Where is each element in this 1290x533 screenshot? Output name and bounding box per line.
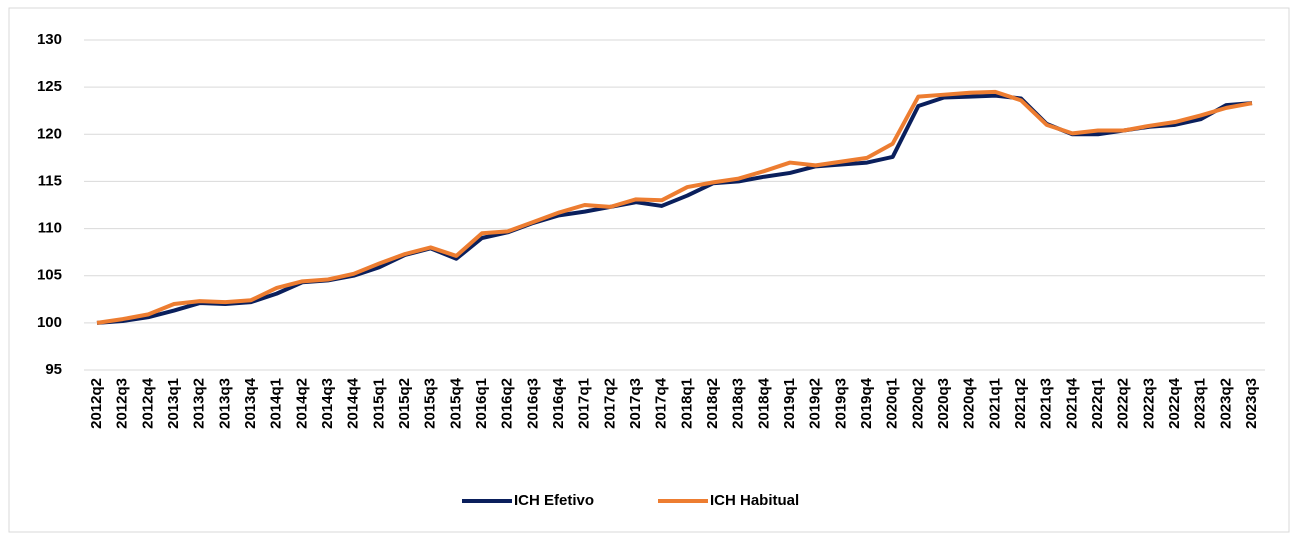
y-tick-label: 125 [37, 78, 62, 95]
x-tick-label: 2015q2 [396, 378, 413, 429]
x-tick-label: 2014q3 [319, 378, 336, 429]
x-tick-label: 2014q1 [268, 378, 285, 429]
x-tick-label: 2022q4 [1166, 377, 1183, 429]
y-tick-label: 100 [37, 314, 62, 331]
x-tick-label: 2015q4 [447, 377, 464, 429]
line-series [96, 89, 1253, 325]
x-tick-label: 2016q2 [499, 378, 516, 429]
y-tick-label: 110 [38, 220, 62, 237]
x-tick-label: 2022q2 [1115, 378, 1132, 429]
x-tick-label: 2013q4 [242, 377, 259, 429]
x-tick-label: 2017q4 [653, 377, 670, 429]
chart-frame [8, 7, 1290, 533]
x-tick-label: 2023q1 [1192, 378, 1209, 429]
x-tick-label: 2019q3 [832, 378, 849, 429]
x-tick-label: 2016q1 [473, 378, 490, 429]
x-tick-label: 2023q2 [1217, 378, 1234, 429]
x-tick-label: 2017q3 [627, 378, 644, 429]
x-tick-label: 2020q3 [935, 378, 952, 429]
x-tick-label: 2018q4 [755, 377, 772, 429]
x-tick-label: 2022q3 [1140, 378, 1157, 429]
legend-label: ICH Habitual [710, 492, 799, 509]
x-tick-label: 2018q3 [730, 378, 747, 429]
x-tick-label: 2019q2 [807, 378, 824, 429]
x-tick-label: 2020q1 [884, 378, 901, 429]
y-tick-label: 120 [37, 125, 62, 142]
x-tick-label: 2017q1 [576, 378, 593, 429]
x-tick-label: 2021q3 [1038, 378, 1055, 429]
y-tick-label: 95 [45, 361, 62, 378]
x-tick-label: 2014q2 [293, 378, 310, 429]
x-tick-label: 2015q1 [370, 378, 387, 429]
x-tick-label: 2013q2 [191, 378, 208, 429]
x-tick-label: 2021q4 [1063, 377, 1080, 429]
x-tick-label: 2018q1 [678, 378, 695, 429]
x-tick-label: 2020q2 [909, 378, 926, 429]
y-tick-label: 105 [37, 267, 62, 284]
x-tick-label: 2019q1 [781, 378, 798, 429]
x-tick-label: 2018q2 [704, 378, 721, 429]
x-tick-label: 2023q3 [1243, 378, 1260, 429]
x-tick-label: 2012q2 [88, 378, 105, 429]
x-tick-label: 2021q1 [986, 378, 1003, 429]
x-tick-label: 2015q3 [422, 378, 439, 429]
x-tick-label: 2020q4 [961, 377, 978, 429]
x-tick-label: 2014q4 [345, 377, 362, 429]
y-tick-label: 115 [38, 172, 62, 189]
legend-label: ICH Efetivo [514, 492, 594, 509]
x-tick-label: 2013q3 [216, 378, 233, 429]
x-tick-label: 2021q2 [1012, 378, 1029, 429]
x-tick-label: 2013q1 [165, 378, 182, 429]
y-tick-label: 130 [37, 31, 62, 48]
x-tick-label: 2012q3 [114, 378, 131, 429]
x-tick-label: 2022q1 [1089, 378, 1106, 429]
x-tick-label: 2016q3 [524, 378, 541, 429]
x-tick-label: 2012q4 [139, 377, 156, 429]
x-tick-label: 2016q4 [550, 377, 567, 429]
x-tick-label: 2019q4 [858, 377, 875, 429]
x-tick-label: 2017q2 [601, 378, 618, 429]
